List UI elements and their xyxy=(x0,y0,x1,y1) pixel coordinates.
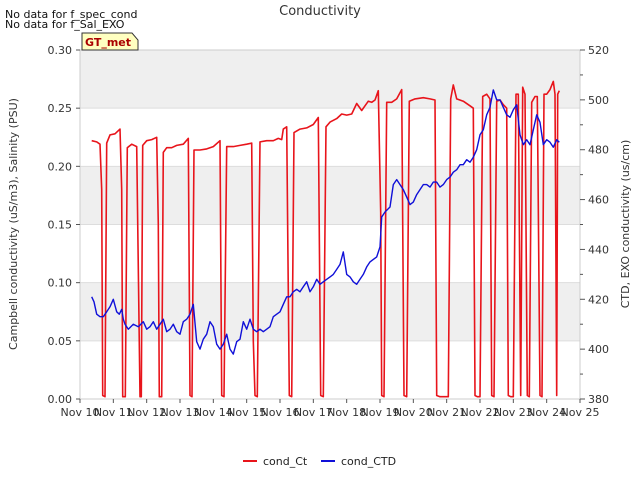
y-right-tick-label: 460 xyxy=(588,194,609,207)
background-bands xyxy=(80,50,580,341)
y-left-tick-label: 0.30 xyxy=(48,44,73,57)
y-right-tick-label: 480 xyxy=(588,144,609,157)
band xyxy=(80,50,580,109)
x-tick-label: Nov 23 xyxy=(494,406,533,419)
series-layer xyxy=(91,80,561,398)
band xyxy=(80,282,580,341)
y-right-label: CTD, EXO conductivity (us/cm) xyxy=(619,140,632,309)
x-tick-label: Nov 18 xyxy=(327,406,366,419)
x-tick-label: Nov 11 xyxy=(94,406,133,419)
x-tick-label: Nov 14 xyxy=(194,406,233,419)
y-right-tick-label: 400 xyxy=(588,343,609,356)
x-tick-label: Nov 10 xyxy=(61,406,100,419)
y-left-tick-label: 0.20 xyxy=(48,160,73,173)
y-left-tick-label: 0.10 xyxy=(48,277,73,290)
y-left-axis: 0.00 0.05 0.10 0.15 0.20 0.25 0.30 xyxy=(48,44,80,406)
no-data-note-1: No data for f_spec_cond xyxy=(5,8,137,21)
x-tick-label: Nov 24 xyxy=(527,406,566,419)
gt-met-badge-label: GT_met xyxy=(85,36,131,49)
y-right-tick-label: 500 xyxy=(588,94,609,107)
x-tick-label: Nov 25 xyxy=(561,406,600,419)
x-tick-label: Nov 17 xyxy=(294,406,333,419)
x-tick-label: Nov 12 xyxy=(127,406,166,419)
series-line-cond_Ct xyxy=(91,80,561,398)
x-tick-label: Nov 15 xyxy=(227,406,266,419)
x-tick-label: Nov 21 xyxy=(427,406,466,419)
y-right-tick-label: 520 xyxy=(588,44,609,57)
x-tick-label: Nov 22 xyxy=(461,406,500,419)
x-tick-label: Nov 16 xyxy=(261,406,300,419)
y-left-tick-label: 0.15 xyxy=(48,219,73,232)
x-tick-label: Nov 19 xyxy=(361,406,400,419)
y-left-label: Campbell conductivity (uS/m3), Salinity … xyxy=(7,98,20,350)
series-line-cond_CTD xyxy=(91,89,560,355)
y-left-tick-label: 0.25 xyxy=(48,102,73,115)
legend-label-cond_Ct: cond_Ct xyxy=(263,455,308,468)
no-data-note-2: No data for f_Sal_EXO xyxy=(5,18,125,31)
legend: cond_Ct cond_CTD xyxy=(243,455,396,468)
x-tick-label: Nov 13 xyxy=(161,406,200,419)
y-right-axis: 380 400 420 440 460 480 500 520 xyxy=(580,44,609,406)
y-right-tick-label: 380 xyxy=(588,393,609,406)
legend-label-cond_CTD: cond_CTD xyxy=(341,455,396,468)
y-right-tick-label: 420 xyxy=(588,293,609,306)
x-tick-label: Nov 20 xyxy=(394,406,433,419)
band xyxy=(80,166,580,225)
chart-title: Conductivity xyxy=(279,4,361,19)
y-left-tick-label: 0.05 xyxy=(48,335,73,348)
y-right-tick-label: 440 xyxy=(588,243,609,256)
gt-met-badge: GT_met xyxy=(81,32,139,51)
y-left-tick-label: 0.00 xyxy=(48,393,73,406)
